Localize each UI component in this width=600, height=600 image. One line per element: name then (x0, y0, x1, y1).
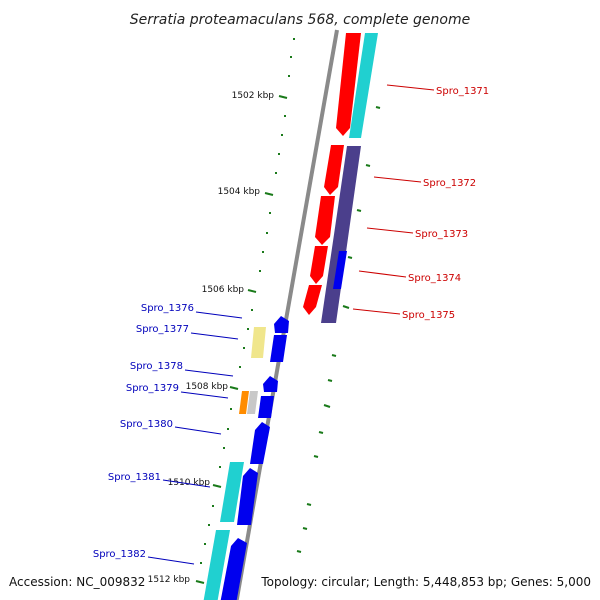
forward-strand-genes (303, 33, 378, 323)
scale-dots-right (296, 106, 381, 553)
gene-label[interactable]: Spro_1379 (126, 383, 179, 394)
gene-label[interactable]: Spro_1382 (93, 549, 146, 560)
tick-label: 1506 kbp (202, 285, 245, 295)
gene-arrow[interactable] (203, 530, 230, 600)
reverse-strand-genes (203, 316, 289, 600)
topology-summary: Topology: circular; Length: 5,448,853 bp… (260, 575, 591, 589)
gene-arrow[interactable] (220, 462, 244, 522)
tick-label: 1508 kbp (186, 382, 229, 392)
map-title: Serratia proteamaculans 568, complete ge… (130, 12, 470, 28)
gene-label[interactable]: Spro_1377 (136, 324, 189, 335)
tick-label: 1502 kbp (232, 91, 275, 101)
gene-label[interactable]: Spro_1380 (120, 419, 173, 430)
gene-arrow[interactable] (263, 376, 278, 392)
gene-label[interactable]: Spro_1376 (141, 303, 194, 314)
gene-label[interactable]: Spro_1373 (415, 229, 468, 240)
gene-arrow[interactable] (237, 468, 258, 525)
gene-arrow[interactable] (336, 33, 361, 136)
tick-label: 1504 kbp (218, 187, 261, 197)
gene-arrow[interactable] (324, 145, 344, 195)
gene-label[interactable]: Spro_1378 (130, 361, 183, 372)
gene-label[interactable]: Spro_1375 (402, 310, 455, 321)
gene-arrow[interactable] (250, 422, 270, 464)
scale-tick-labels: 1502 kbp 1504 kbp 1506 kbp 1508 kbp 1510… (148, 91, 275, 585)
gene-arrow[interactable] (258, 396, 274, 418)
gene-arrow[interactable] (251, 327, 266, 358)
gene-arrow[interactable] (333, 251, 347, 289)
gene-arrow[interactable] (303, 285, 322, 315)
gene-arrow[interactable] (247, 391, 258, 414)
gene-arrow[interactable] (220, 538, 247, 600)
gene-arrow[interactable] (315, 196, 335, 245)
gene-arrow[interactable] (270, 335, 287, 362)
reverse-gene-labels: Spro_1376 Spro_1377 Spro_1378 Spro_1379 … (93, 303, 194, 560)
gene-arrow[interactable] (274, 316, 289, 333)
gene-arrow[interactable] (321, 146, 361, 323)
scale-major-ticks (195, 95, 288, 584)
gene-label[interactable]: Spro_1371 (436, 86, 489, 97)
tick-label: 1512 kbp (148, 575, 191, 585)
gene-arrow[interactable] (349, 33, 378, 138)
gene-label[interactable]: Spro_1372 (423, 178, 476, 189)
gene-label[interactable]: Spro_1381 (108, 472, 161, 483)
gene-label[interactable]: Spro_1374 (408, 273, 461, 284)
gene-arrow[interactable] (239, 391, 249, 414)
scale-dots-left (200, 38, 295, 564)
gene-arrow[interactable] (310, 246, 328, 284)
forward-gene-labels: Spro_1371 Spro_1372 Spro_1373 Spro_1374 … (402, 86, 489, 321)
accession-text: Accession: NC_009832 (9, 575, 145, 589)
reverse-label-leaders (147, 311, 243, 565)
tick-label: 1510 kbp (168, 478, 211, 488)
forward-label-leaders (352, 84, 435, 315)
